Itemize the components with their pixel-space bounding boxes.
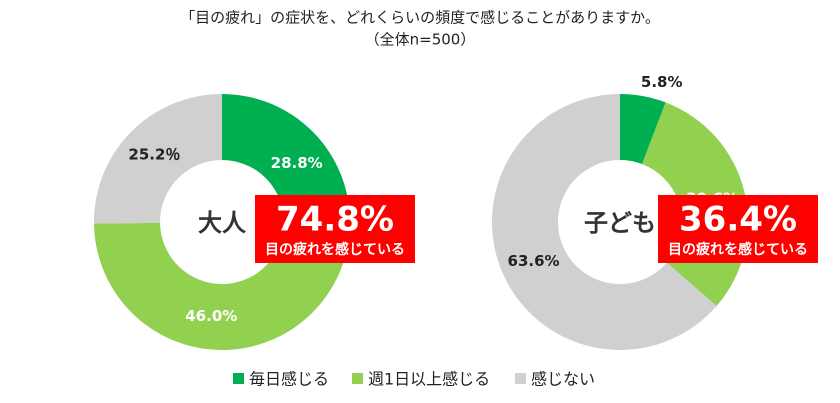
legend-label: 毎日感じる: [249, 370, 329, 389]
highlight-value: 36.4%: [679, 200, 797, 240]
highlight-box: [658, 195, 818, 263]
legend-label: 感じない: [531, 370, 595, 389]
legend-swatch: [352, 373, 363, 384]
value-label: 28.8%: [271, 154, 323, 172]
value-label: 5.8%: [641, 73, 683, 91]
legend-label: 週1日以上感じる: [368, 370, 490, 389]
donut-slice: [620, 94, 666, 165]
highlight-text: 目の疲れを感じている: [265, 241, 405, 258]
highlight-value: 74.8%: [276, 200, 394, 240]
highlight-text: 目の疲れを感じている: [668, 241, 808, 258]
legend-swatch: [515, 373, 526, 384]
value-label: 63.6%: [508, 252, 560, 270]
donut-slice: [492, 94, 717, 350]
value-label: 25.2％: [128, 146, 180, 164]
donut-slice: [94, 94, 222, 224]
highlight-box: [255, 195, 415, 263]
center-label: 子ども: [584, 209, 656, 237]
title: 「目の疲れ」の症状を、どれくらいの頻度で感じることがありますか。: [180, 9, 660, 27]
subtitle: （全体n=500）: [365, 31, 476, 49]
center-label: 大人: [198, 209, 246, 237]
value-label: 46.0%: [185, 307, 237, 325]
legend-swatch: [233, 373, 244, 384]
